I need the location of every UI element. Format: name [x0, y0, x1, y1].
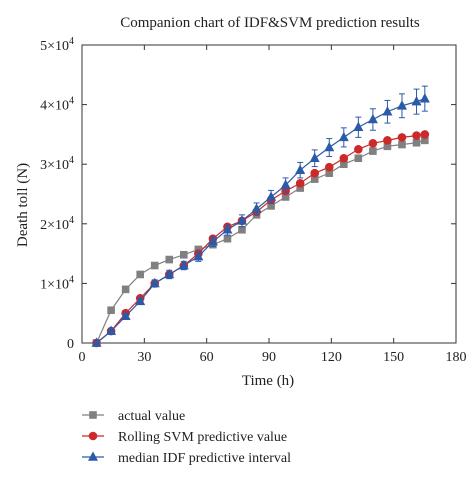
data-point — [120, 310, 131, 320]
y-axis-title: Death toll (N) — [15, 163, 31, 247]
legend-item-2: median IDF predictive interval — [82, 451, 291, 466]
data-point — [295, 178, 305, 188]
data-point — [150, 261, 159, 270]
data-point — [382, 106, 393, 116]
data-point — [165, 255, 174, 264]
data-point — [412, 138, 421, 147]
y-tick-label: 5×104 — [40, 36, 74, 54]
data-point — [412, 131, 421, 140]
data-point — [178, 259, 189, 270]
data-point — [164, 268, 175, 279]
x-tick-label: 30 — [137, 350, 151, 365]
series-line — [96, 98, 426, 344]
x-tick-label: 180 — [446, 350, 467, 365]
data-point — [367, 113, 378, 124]
data-point — [149, 277, 160, 288]
data-point — [106, 325, 117, 335]
data-point — [251, 203, 262, 213]
legend-marker — [89, 411, 97, 419]
data-point — [266, 191, 277, 201]
data-point — [193, 250, 204, 261]
legend-label: actual value — [118, 409, 185, 424]
data-point — [107, 306, 115, 315]
x-tick-label: 90 — [262, 350, 276, 365]
data-point — [135, 295, 146, 306]
data-point — [324, 162, 334, 172]
data-point — [338, 131, 349, 142]
y-tick-label: 1×104 — [40, 274, 74, 292]
data-point — [354, 154, 363, 163]
x-tick-label: 120 — [321, 350, 342, 365]
data-point — [180, 250, 188, 259]
data-point — [236, 215, 247, 225]
legend: actual value Rolling SVM predictive value… — [82, 409, 291, 466]
legend-item-1: Rolling SVM predictive value — [82, 430, 287, 445]
legend-label: median IDF predictive interval — [118, 451, 291, 466]
data-point — [121, 285, 130, 294]
data-point — [411, 95, 422, 106]
data-point — [369, 147, 377, 155]
data-point — [280, 179, 291, 189]
data-point — [238, 225, 246, 234]
data-point — [222, 224, 233, 234]
x-tick-label: 60 — [200, 350, 214, 365]
data-point — [353, 121, 364, 132]
x-tick-label: 150 — [383, 350, 404, 365]
legend-item-0: actual value — [82, 409, 185, 424]
legend-marker — [88, 431, 98, 441]
y-tick-label: 2×104 — [40, 215, 74, 233]
series-1 — [92, 130, 430, 348]
data-point — [419, 92, 430, 103]
x-tick-label: 0 — [79, 350, 86, 365]
legend-label: Rolling SVM predictive value — [118, 430, 287, 445]
series-line — [95, 139, 425, 344]
y-tick-label: 0 — [67, 337, 74, 352]
data-point — [398, 140, 406, 149]
chart-title: Companion chart of IDF&SVM prediction re… — [120, 15, 420, 31]
series-2 — [91, 85, 430, 347]
series-0 — [92, 136, 429, 347]
y-tick-label: 3×104 — [40, 155, 74, 173]
data-point — [383, 136, 392, 145]
data-point — [223, 234, 232, 243]
data-point — [295, 164, 306, 174]
y-tick-label: 4×104 — [40, 96, 74, 114]
plot-area: 0 30 60 90 120 150 180 0 1×104 2×104 3×104 4×104 5×1… — [40, 36, 466, 365]
data-point — [420, 130, 430, 139]
data-point — [396, 100, 407, 110]
data-point — [324, 141, 335, 152]
data-point — [309, 152, 320, 163]
data-point — [310, 168, 320, 178]
data-point — [91, 337, 102, 347]
data-point — [354, 145, 363, 154]
data-point — [207, 236, 218, 246]
data-point — [339, 153, 349, 163]
data-point — [136, 270, 144, 279]
data-point — [368, 139, 378, 148]
x-axis-title: Time (h) — [242, 373, 294, 389]
data-point — [397, 133, 407, 142]
legend-marker — [88, 451, 98, 461]
series-line — [96, 133, 425, 344]
